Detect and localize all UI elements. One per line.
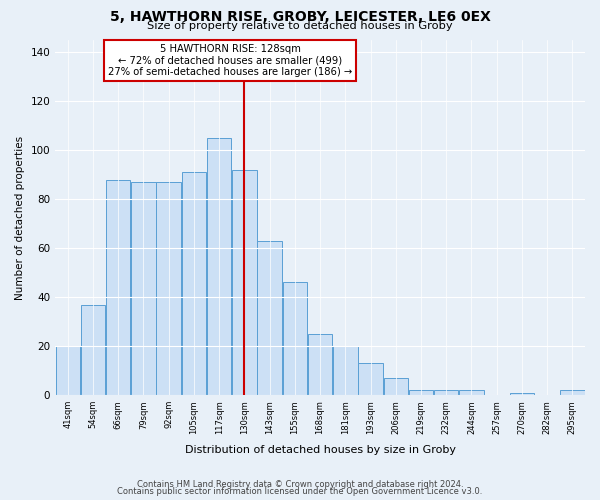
Bar — [333, 346, 358, 395]
Bar — [383, 378, 408, 395]
Text: Size of property relative to detached houses in Groby: Size of property relative to detached ho… — [147, 21, 453, 31]
Bar — [308, 334, 332, 395]
Bar — [207, 138, 232, 395]
Bar — [56, 346, 80, 395]
Bar — [182, 172, 206, 395]
Text: 5 HAWTHORN RISE: 128sqm
← 72% of detached houses are smaller (499)
27% of semi-d: 5 HAWTHORN RISE: 128sqm ← 72% of detache… — [108, 44, 352, 77]
Bar — [459, 390, 484, 395]
Text: 5, HAWTHORN RISE, GROBY, LEICESTER, LE6 0EX: 5, HAWTHORN RISE, GROBY, LEICESTER, LE6 … — [110, 10, 490, 24]
Bar — [358, 364, 383, 395]
X-axis label: Distribution of detached houses by size in Groby: Distribution of detached houses by size … — [185, 445, 455, 455]
Text: Contains public sector information licensed under the Open Government Licence v3: Contains public sector information licen… — [118, 488, 482, 496]
Bar — [157, 182, 181, 395]
Bar — [257, 241, 282, 395]
Bar — [509, 392, 534, 395]
Bar — [560, 390, 584, 395]
Bar — [283, 282, 307, 395]
Bar — [409, 390, 433, 395]
Bar — [131, 182, 156, 395]
Bar — [81, 304, 105, 395]
Bar — [434, 390, 458, 395]
Text: Contains HM Land Registry data © Crown copyright and database right 2024.: Contains HM Land Registry data © Crown c… — [137, 480, 463, 489]
Y-axis label: Number of detached properties: Number of detached properties — [15, 136, 25, 300]
Bar — [106, 180, 130, 395]
Bar — [232, 170, 257, 395]
